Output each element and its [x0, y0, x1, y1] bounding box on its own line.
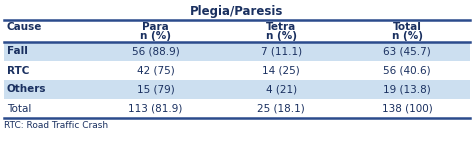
Text: Total: Total [7, 103, 31, 113]
Text: 7 (11.1): 7 (11.1) [261, 46, 302, 57]
Bar [4, 99, 470, 118]
Text: 56 (88.9): 56 (88.9) [132, 46, 179, 57]
Bar [4, 80, 470, 99]
Text: Fall: Fall [7, 46, 28, 57]
Text: Tetra: Tetra [266, 22, 296, 32]
Text: 19 (13.8): 19 (13.8) [383, 85, 431, 94]
Bar [4, 42, 470, 61]
Text: n (%): n (%) [392, 31, 423, 41]
Text: 4 (21): 4 (21) [266, 85, 297, 94]
Text: 56 (40.6): 56 (40.6) [383, 66, 431, 76]
Text: 138 (100): 138 (100) [382, 103, 432, 113]
Text: Total: Total [392, 22, 421, 32]
Text: Cause: Cause [7, 22, 42, 32]
Text: n (%): n (%) [140, 31, 171, 41]
Text: RTC: RTC [7, 66, 29, 76]
Text: 15 (79): 15 (79) [137, 85, 174, 94]
Text: n (%): n (%) [266, 31, 297, 41]
Text: Others: Others [7, 85, 46, 94]
Text: 14 (25): 14 (25) [263, 66, 300, 76]
Text: Para: Para [142, 22, 169, 32]
Text: 113 (81.9): 113 (81.9) [128, 103, 182, 113]
Bar [4, 61, 470, 80]
Text: RTC: Road Traffic Crash: RTC: Road Traffic Crash [4, 121, 108, 130]
Text: 63 (45.7): 63 (45.7) [383, 46, 431, 57]
Text: 25 (18.1): 25 (18.1) [257, 103, 305, 113]
Text: 42 (75): 42 (75) [137, 66, 174, 76]
Text: Plegia/Paresis: Plegia/Paresis [191, 5, 283, 18]
